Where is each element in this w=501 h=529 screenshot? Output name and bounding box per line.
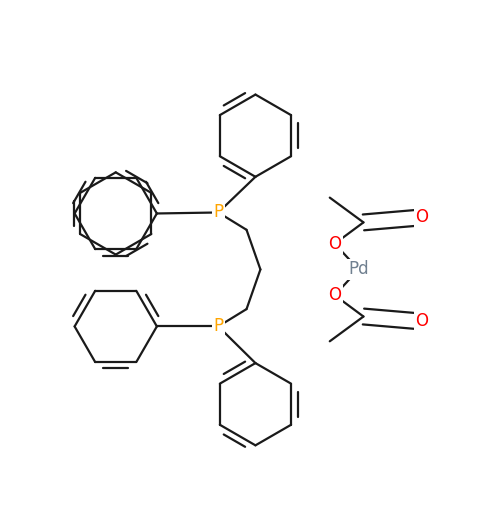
Text: O: O: [328, 235, 341, 253]
Text: P: P: [213, 204, 223, 222]
Text: O: O: [415, 313, 428, 331]
Text: Pd: Pd: [348, 260, 369, 278]
Text: O: O: [415, 208, 428, 226]
Text: P: P: [213, 317, 223, 335]
Text: O: O: [328, 286, 341, 304]
